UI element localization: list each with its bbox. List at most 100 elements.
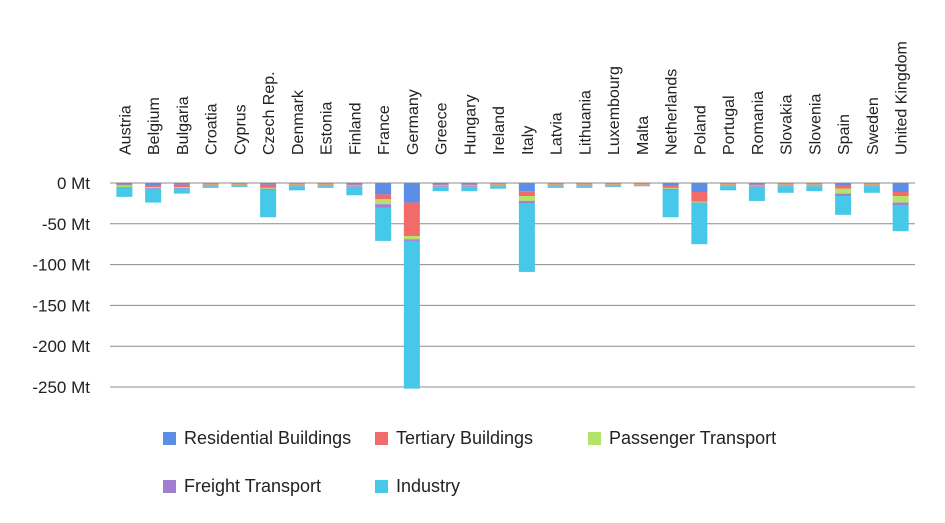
category-label: Croatia	[204, 103, 221, 155]
bar-segment	[260, 189, 277, 218]
bar-segment	[720, 183, 737, 185]
bar-segment	[720, 184, 737, 186]
bar-segment	[691, 201, 708, 203]
bar-segment	[403, 183, 420, 203]
bar-segment	[835, 185, 852, 189]
legend-item: Tertiary Buildings	[375, 428, 533, 449]
bar-segment	[662, 187, 679, 189]
bar-segment	[260, 184, 277, 188]
bar-segment	[145, 187, 162, 188]
category-label: Belgium	[146, 97, 163, 155]
bar-segment	[662, 183, 679, 186]
bar-segment	[403, 236, 420, 240]
legend-swatch	[588, 432, 601, 445]
category-label: Hungary	[462, 95, 479, 155]
category-label: United Kingdom	[894, 41, 911, 155]
bar-segment	[835, 196, 852, 215]
bar-segment	[346, 185, 363, 187]
bar-segment	[863, 184, 880, 186]
bar-segment	[605, 185, 622, 187]
bar-segment	[490, 184, 507, 186]
legend-item: Industry	[375, 476, 460, 497]
bar-segment	[835, 183, 852, 186]
bar-segment	[202, 183, 219, 184]
bar-segment	[145, 188, 162, 203]
x-axis-categories: Austria Belgium Bulgaria Croatia Cyprus Czech…	[117, 41, 910, 155]
bar-segment	[720, 186, 737, 191]
category-label: France	[376, 105, 393, 155]
bar-segment	[863, 183, 880, 184]
bar-segment	[633, 185, 650, 187]
category-label: Germany	[405, 89, 422, 155]
bar-segment	[346, 186, 363, 188]
bar-segment	[461, 186, 478, 188]
bar-segment	[605, 186, 622, 188]
bar-segment	[691, 183, 708, 192]
bar-segment	[432, 184, 449, 186]
bar-segment	[835, 188, 852, 194]
bar-segment	[892, 205, 909, 232]
bar-segment	[432, 186, 449, 188]
legend-swatch	[163, 480, 176, 493]
bar-segment	[662, 188, 679, 190]
bar-segment	[231, 186, 248, 188]
category-label: Sweden	[865, 97, 882, 155]
category-label: Finland	[347, 103, 364, 155]
bar-segment	[317, 186, 334, 188]
bar-segment	[518, 203, 535, 272]
category-label: Austria	[117, 105, 134, 155]
legend-label: Industry	[396, 476, 461, 496]
bar-segment	[748, 187, 765, 201]
bar-segment	[317, 183, 334, 185]
category-label: Romania	[750, 91, 767, 155]
category-label: Latvia	[549, 112, 566, 155]
category-label: Spain	[836, 114, 853, 155]
bar-segment	[173, 187, 190, 189]
bar-segment	[806, 184, 823, 186]
bar-segment	[202, 184, 219, 186]
bar-segment	[490, 186, 507, 189]
y-tick-label: -200 Mt	[32, 337, 90, 356]
bar-segment	[691, 191, 708, 202]
bar-segment	[863, 183, 880, 185]
bar-segment	[173, 187, 190, 188]
legend-item: Freight Transport	[163, 476, 321, 497]
bar-segment	[605, 183, 622, 185]
bar-segment	[432, 185, 449, 187]
bar-segment	[518, 183, 535, 192]
bar-segment	[288, 184, 305, 186]
bar-segment	[145, 183, 162, 186]
bar-segment	[432, 187, 449, 192]
bar-segment	[547, 184, 564, 186]
bar-segment	[518, 196, 535, 201]
bar-segment	[518, 191, 535, 197]
bar-segment	[288, 186, 305, 191]
bar-segment	[116, 187, 133, 188]
bar-segment	[662, 185, 679, 188]
y-tick-label: -100 Mt	[32, 256, 90, 275]
legend-label: Tertiary Buildings	[396, 428, 534, 448]
bar-segment	[863, 186, 880, 193]
bar-segment	[863, 185, 880, 187]
bar-segment	[633, 183, 650, 184]
bar-segment	[288, 185, 305, 187]
gridlines	[110, 182, 915, 388]
bar-segment	[806, 183, 823, 184]
bar-segment	[317, 185, 334, 187]
bar-segment	[777, 184, 794, 186]
category-label: Estonia	[319, 102, 336, 155]
bar-segment	[116, 183, 133, 185]
bar-segment	[777, 186, 794, 193]
bar-segment	[892, 183, 909, 192]
bar-segment	[116, 187, 133, 197]
bar-segment	[317, 183, 334, 184]
bar-segment	[748, 185, 765, 187]
category-label: Denmark	[290, 89, 307, 155]
bar-segment	[892, 202, 909, 206]
bar-segment	[633, 183, 650, 185]
bar-segment	[202, 183, 219, 185]
bar-segment	[461, 187, 478, 192]
bar-segment	[202, 185, 219, 187]
bar-segment	[720, 185, 737, 187]
bar-segment	[892, 196, 909, 203]
